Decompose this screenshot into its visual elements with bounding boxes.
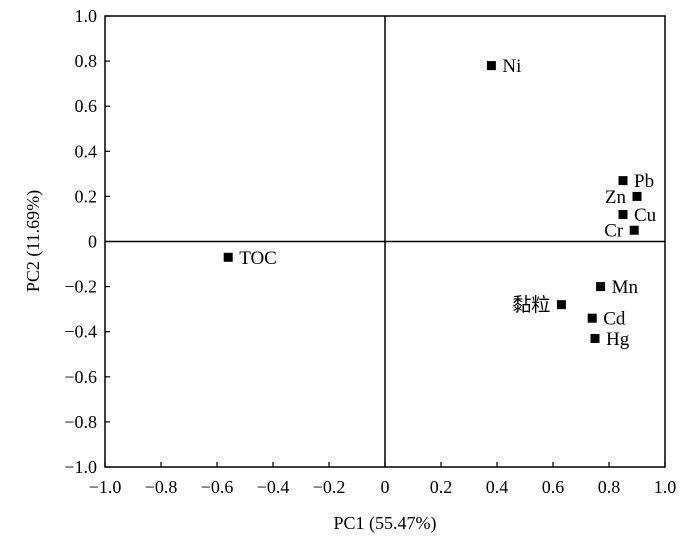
point-label: Ni	[502, 56, 521, 77]
point-marker	[556, 300, 566, 310]
point-label: Zn	[605, 187, 627, 208]
x-axis-ticks: −1.0 −0.8 −0.6 −0.4 −0.2 0 0.2 0.4 0.6 0.8 1.0	[89, 462, 677, 497]
point-marker	[587, 313, 597, 323]
y-tick-label: −0.4	[64, 322, 97, 342]
x-tick-label: 0.4	[486, 477, 509, 497]
x-tick-label: −0.6	[201, 477, 234, 497]
x-tick-label: 0.6	[542, 477, 565, 497]
y-axis-ticks: −1.0 −0.8 −0.6 −0.4 −0.2 0 0.2 0.4 0.6 0.8 1.0	[64, 6, 110, 477]
y-axis-title: PC2 (11.69%)	[23, 190, 44, 292]
point-label: Cd	[603, 309, 626, 330]
y-tick-label: −1.0	[64, 457, 97, 477]
y-tick-label: 1.0	[75, 6, 98, 26]
point-label: 黏粒	[512, 294, 550, 316]
y-tick-label: 0.6	[75, 96, 98, 116]
point-marker	[486, 61, 496, 71]
point-marker	[618, 176, 628, 186]
x-tick-label: −0.2	[313, 477, 346, 497]
point-label: Cr	[604, 221, 624, 242]
point-label: TOC	[239, 248, 277, 269]
point-marker	[590, 333, 600, 343]
y-tick-label: −0.6	[64, 367, 97, 387]
zero-lines	[105, 16, 665, 467]
point-marker	[596, 282, 606, 292]
x-tick-label: 0.2	[430, 477, 453, 497]
point-marker	[618, 209, 628, 219]
x-tick-label: 1.0	[654, 477, 677, 497]
x-tick-label: 0	[381, 477, 390, 497]
point-marker	[223, 252, 233, 262]
point-label: Pb	[634, 171, 654, 192]
y-tick-label: −0.2	[64, 277, 97, 297]
x-tick-label: −0.8	[145, 477, 178, 497]
x-axis-title: PC1 (55.47%)	[334, 513, 437, 534]
point-label: Cu	[634, 205, 657, 226]
y-tick-label: −0.8	[64, 412, 97, 432]
x-tick-label: −0.4	[257, 477, 290, 497]
y-tick-label: 0	[88, 232, 97, 252]
point-marker	[632, 191, 642, 201]
y-tick-label: 0.4	[75, 141, 98, 161]
point-marker	[629, 225, 639, 235]
x-tick-label: −1.0	[89, 477, 122, 497]
point-label: Mn	[612, 277, 639, 298]
y-tick-label: 0.2	[75, 186, 98, 206]
x-tick-label: 0.8	[598, 477, 621, 497]
point-label: Hg	[606, 329, 630, 350]
y-tick-label: 0.8	[75, 51, 98, 71]
